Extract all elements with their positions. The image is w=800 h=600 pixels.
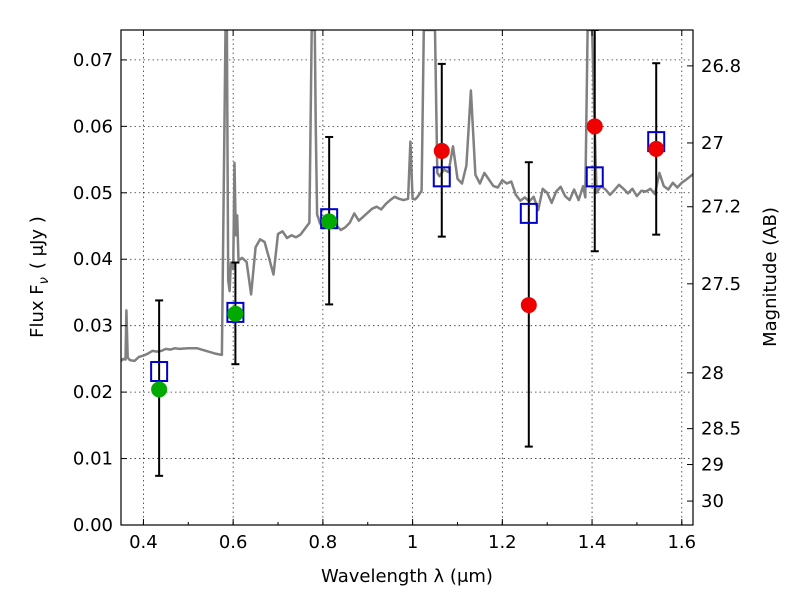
x-tick-label: 1.4 xyxy=(578,532,607,553)
y2-tick-label: 28 xyxy=(701,363,724,384)
y-tick-label: 0.07 xyxy=(73,50,113,71)
red-observation-point xyxy=(648,140,665,157)
model-photometry-square xyxy=(150,361,169,383)
y-tick-label: 0.00 xyxy=(73,515,113,536)
y2-tick-label: 27.5 xyxy=(701,274,741,295)
y2-tick-label: 27 xyxy=(701,133,724,154)
y2-tick-label: 26.8 xyxy=(701,56,741,77)
markers xyxy=(150,30,666,477)
plot-area xyxy=(121,30,693,477)
x-tick-label: 1.2 xyxy=(488,532,517,553)
axis-ticks: 0.4 0.6 0.8 1 1.2 1.4 1.6 0.00 0.01 0.02 0.03 0.04 0… xyxy=(73,30,741,553)
y2-tick-label: 28.5 xyxy=(701,419,741,440)
y2-axis-title: Magnitude (AB) xyxy=(760,207,781,347)
model-photometry-square xyxy=(519,202,538,224)
red-observation-point xyxy=(433,142,450,159)
x-tick-label: 1.6 xyxy=(667,532,696,553)
plot-frame xyxy=(120,29,694,526)
x-tick-label: 0.6 xyxy=(219,532,248,553)
y2-tick-label: 29 xyxy=(701,455,724,476)
plot-background xyxy=(121,30,693,525)
grid-lines xyxy=(121,30,693,525)
y-axis-title-unit: ( μJy ) xyxy=(27,216,48,269)
y-axis-title-main: Flux F xyxy=(27,284,48,338)
detection-point xyxy=(321,213,338,230)
x-axis-title: Wavelength λ (μm) xyxy=(321,566,493,587)
model-spectrum-line xyxy=(121,30,693,363)
y2-tick-label: 30 xyxy=(701,491,724,512)
model-photometry-square xyxy=(226,301,245,323)
y-tick-label: 0.04 xyxy=(73,249,113,270)
y-tick-label: 0.05 xyxy=(73,183,113,204)
model-photometry-square xyxy=(585,166,604,188)
red-observation-point xyxy=(520,297,537,314)
y2-tick-label: 27.2 xyxy=(701,197,741,218)
x-tick-label: 0.8 xyxy=(309,532,338,553)
y-axis-title-sub: ν xyxy=(37,277,52,284)
y-axis-title: Flux Fν ( μJy ) xyxy=(27,216,52,338)
y-tick-label: 0.01 xyxy=(73,449,113,470)
y-tick-label: 0.02 xyxy=(73,382,113,403)
detection-point xyxy=(227,305,244,322)
model-photometry-square xyxy=(432,166,451,188)
y-tick-label: 0.03 xyxy=(73,316,113,337)
detection-point xyxy=(151,381,168,398)
x-tick-label: 1 xyxy=(407,532,418,553)
x-tick-label: 0.4 xyxy=(129,532,158,553)
y-tick-label: 0.06 xyxy=(73,116,113,137)
red-observation-point xyxy=(586,118,603,135)
